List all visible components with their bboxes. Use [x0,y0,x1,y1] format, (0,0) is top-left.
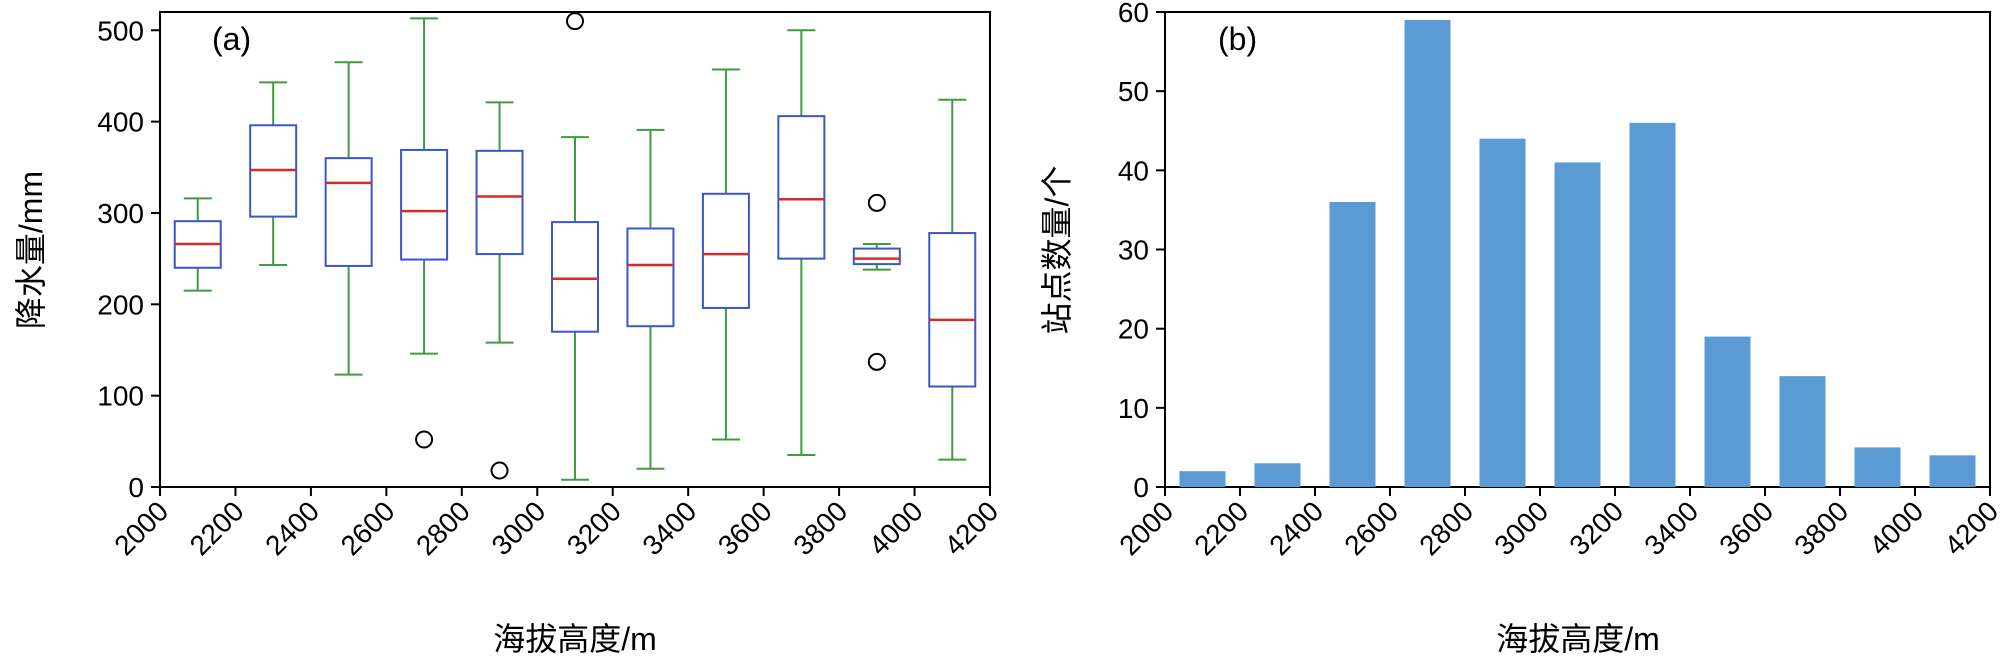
panel-b-y-axis-title: 站点数量/个 [1039,166,1075,335]
svg-text:3400: 3400 [1638,495,1704,561]
svg-text:20: 20 [1118,314,1149,345]
svg-text:2800: 2800 [410,495,476,561]
svg-text:3000: 3000 [486,495,552,561]
svg-text:50: 50 [1118,76,1149,107]
precipitation-boxplot-panel: (a) 降水量/mm 海拔高度/m 2000 2200 2400 2600 2800 30… [13,11,1004,657]
svg-text:3600: 3600 [1713,495,1779,561]
svg-text:2600: 2600 [1338,495,1404,561]
panel-b-x-axis-title: 海拔高度/m [1496,621,1660,657]
svg-text:10: 10 [1118,393,1149,424]
svg-text:4000: 4000 [863,495,929,561]
svg-text:3200: 3200 [1563,495,1629,561]
svg-text:2600: 2600 [335,495,401,561]
svg-text:2800: 2800 [1413,495,1479,561]
svg-text:100: 100 [97,381,144,412]
svg-text:0: 0 [1133,472,1149,503]
svg-text:4000: 4000 [1863,495,1929,561]
svg-text:3000: 3000 [1488,495,1554,561]
svg-text:40: 40 [1118,155,1149,186]
svg-text:200: 200 [97,289,144,320]
svg-text:2200: 2200 [184,495,250,561]
svg-text:3400: 3400 [636,495,702,561]
svg-text:4200: 4200 [1938,495,2000,561]
svg-text:3200: 3200 [561,495,627,561]
svg-text:4200: 4200 [938,495,1004,561]
svg-text:2400: 2400 [259,495,325,561]
svg-text:60: 60 [1118,0,1149,28]
svg-text:2200: 2200 [1188,495,1254,561]
svg-text:3800: 3800 [787,495,853,561]
panel-a-label: (a) [212,21,251,57]
svg-text:500: 500 [97,15,144,46]
panel-a-y-axis-title: 降水量/mm [13,171,49,329]
panel-a-x-axis-title: 海拔高度/m [493,621,657,657]
svg-text:2000: 2000 [108,495,174,561]
svg-text:400: 400 [97,107,144,138]
svg-text:300: 300 [97,198,144,229]
svg-text:2400: 2400 [1263,495,1329,561]
svg-text:3800: 3800 [1788,495,1854,561]
station-count-bar-panel: (b) 站点数量/个 海拔高度/m 2000 2200 2400 2600 2800 30… [1039,0,2000,657]
svg-text:2000: 2000 [1113,495,1179,561]
svg-text:30: 30 [1118,235,1149,266]
panel-b-label: (b) [1218,21,1257,57]
svg-text:0: 0 [128,472,144,503]
svg-text:3600: 3600 [712,495,778,561]
